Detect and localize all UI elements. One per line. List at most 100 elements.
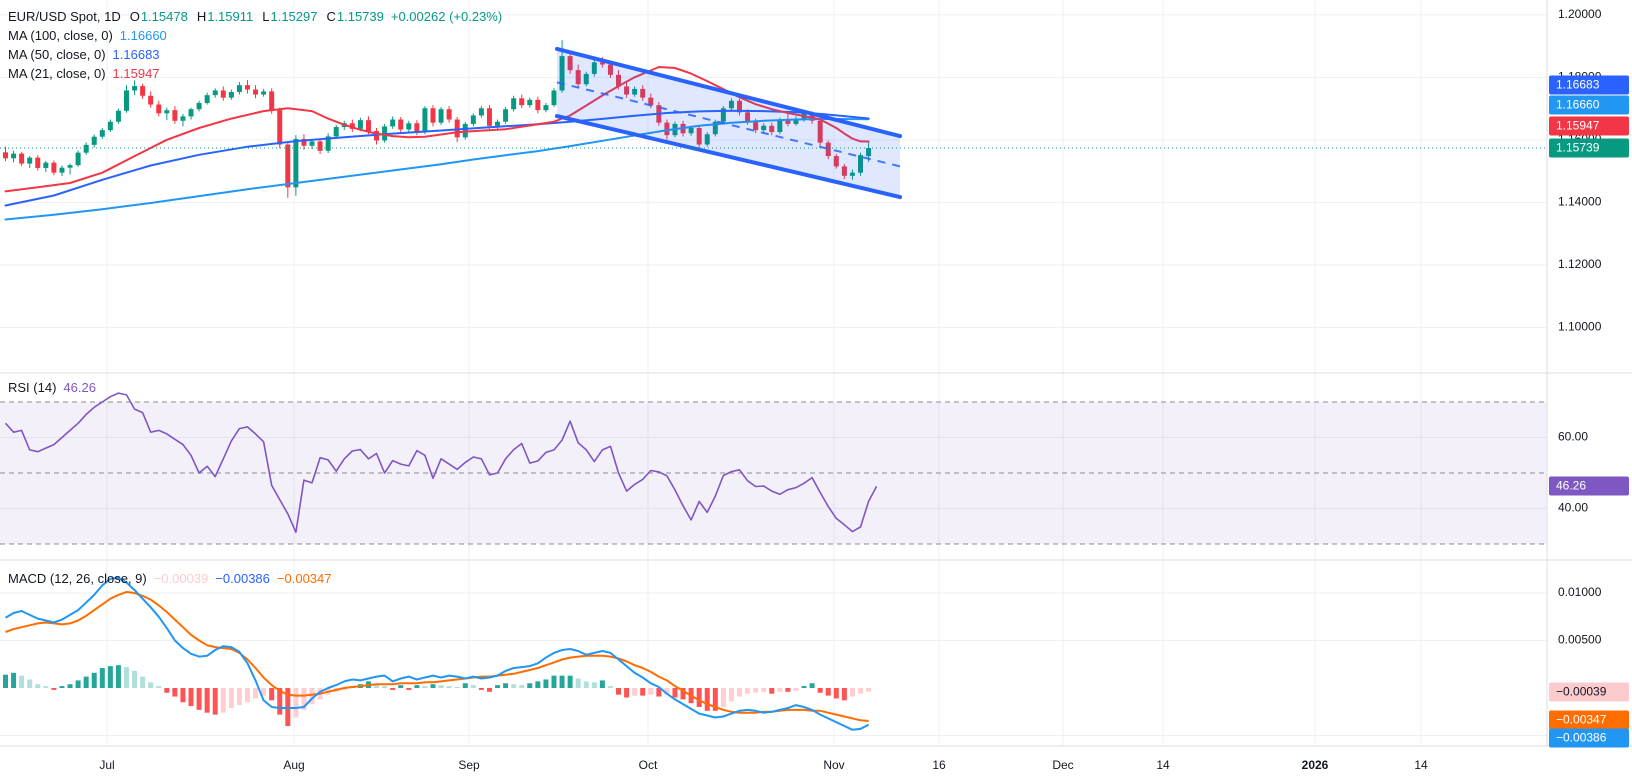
candle xyxy=(140,86,146,96)
rsi-badge[interactable]: 46.26 xyxy=(1549,476,1629,496)
candle xyxy=(333,127,339,137)
macd-bar xyxy=(156,686,162,688)
candle xyxy=(559,56,565,91)
candle xyxy=(777,120,783,133)
macd-bar xyxy=(833,688,839,699)
macd-bar xyxy=(825,688,831,696)
candle xyxy=(745,112,751,122)
macd-bar xyxy=(849,688,855,697)
macd-bar xyxy=(253,688,259,699)
price-badge-2[interactable]: 1.15947 xyxy=(1549,116,1629,136)
macd-bar xyxy=(414,685,420,688)
candle xyxy=(164,110,170,114)
candle xyxy=(293,138,299,188)
macd-bar xyxy=(51,688,57,690)
candle xyxy=(849,172,855,176)
ma50-legend-row[interactable]: MA (50, close, 0) 1.16683 xyxy=(8,47,160,62)
candle xyxy=(349,123,355,129)
symbol-ohlc-row[interactable]: EUR/USD Spot, 1D O1.15478 H1.15911 L1.15… xyxy=(8,7,502,26)
macd-bar xyxy=(696,688,702,707)
candle xyxy=(785,120,791,124)
macd-bar xyxy=(438,685,444,688)
macd-histogram xyxy=(3,665,872,726)
macd-bar xyxy=(140,676,146,688)
candle xyxy=(696,127,702,145)
candle xyxy=(753,121,759,131)
candle xyxy=(688,127,694,134)
candle xyxy=(196,102,202,110)
trend-channel[interactable] xyxy=(555,46,902,200)
macd-bar xyxy=(19,675,25,688)
macd-bar xyxy=(204,688,210,713)
macd-badge-2[interactable]: −0.00386 xyxy=(1549,728,1629,748)
candle xyxy=(220,90,226,98)
svg-text:1.16660: 1.16660 xyxy=(1556,98,1600,112)
candle xyxy=(414,123,420,133)
macd-bar xyxy=(656,688,662,697)
macd-bar xyxy=(745,688,751,694)
candle xyxy=(228,92,234,98)
candle xyxy=(833,156,839,167)
candle xyxy=(277,110,283,145)
svg-text:1.12000: 1.12000 xyxy=(1558,257,1602,271)
ma100-legend-row[interactable]: MA (100, close, 0) 1.16660 xyxy=(8,28,167,43)
price-badge-3[interactable]: 1.15739 xyxy=(1549,138,1629,158)
ma21-legend-row[interactable]: MA (21, close, 0) 1.15947 xyxy=(8,66,160,81)
candle xyxy=(591,62,597,74)
svg-text:46.26: 46.26 xyxy=(1556,479,1586,493)
svg-text:14: 14 xyxy=(1414,758,1428,772)
candle xyxy=(519,98,525,106)
svg-text:Dec: Dec xyxy=(1052,758,1073,772)
ma21-value: 1.15947 xyxy=(112,66,160,81)
candle xyxy=(728,100,734,109)
candle xyxy=(43,162,49,168)
candle xyxy=(3,152,8,159)
macd-bar xyxy=(785,688,791,692)
macd-bar xyxy=(398,685,404,688)
macd-bar xyxy=(607,686,613,688)
macd-badge-1[interactable]: −0.00347 xyxy=(1549,710,1629,730)
price-pane-legend: EUR/USD Spot, 1D O1.15478 H1.15911 L1.15… xyxy=(8,7,502,83)
candle xyxy=(857,155,863,173)
candle xyxy=(59,167,65,173)
candle xyxy=(204,95,210,103)
macd-bar xyxy=(164,688,170,693)
macd-bar xyxy=(519,685,525,688)
svg-text:16: 16 xyxy=(932,758,946,772)
candle xyxy=(67,165,73,168)
candle xyxy=(430,108,436,123)
candle xyxy=(632,88,638,95)
time-axis[interactable]: Jul Aug Sep Oct Nov 16 Dec 14 2026 14 xyxy=(99,758,1428,772)
candle xyxy=(551,90,557,106)
price-badge-1[interactable]: 1.16660 xyxy=(1549,95,1629,115)
svg-text:40.00: 40.00 xyxy=(1558,501,1588,515)
macd-bar xyxy=(486,688,492,692)
macd-pane-legend[interactable]: MACD (12, 26, close, 9) −0.00039 −0.0038… xyxy=(8,569,332,588)
macd-bar xyxy=(180,688,186,703)
candle xyxy=(817,120,823,143)
macd-bar xyxy=(228,688,234,708)
candle xyxy=(51,162,57,173)
candle xyxy=(511,98,517,110)
rsi-pane-legend[interactable]: RSI (14) 46.26 xyxy=(8,378,96,397)
macd-bar xyxy=(99,668,105,688)
svg-text:Nov: Nov xyxy=(823,758,844,772)
macd-bar xyxy=(35,684,41,688)
svg-text:1.16683: 1.16683 xyxy=(1556,78,1600,92)
macd-bar xyxy=(817,688,823,693)
macd-bar xyxy=(309,688,315,705)
candle xyxy=(132,86,138,91)
symbol-title[interactable]: EUR/USD Spot, 1D xyxy=(8,9,121,24)
price-badge-0[interactable]: 1.16683 xyxy=(1549,75,1629,95)
candle xyxy=(583,73,589,85)
macd-bar xyxy=(406,688,412,690)
macd-bar xyxy=(3,674,8,688)
macd-bar xyxy=(632,688,638,696)
macd-bar xyxy=(115,665,121,688)
candle xyxy=(269,91,275,111)
macd-bar xyxy=(841,688,847,701)
candle xyxy=(309,141,315,146)
macd-badge-0[interactable]: −0.00039 xyxy=(1549,682,1629,702)
